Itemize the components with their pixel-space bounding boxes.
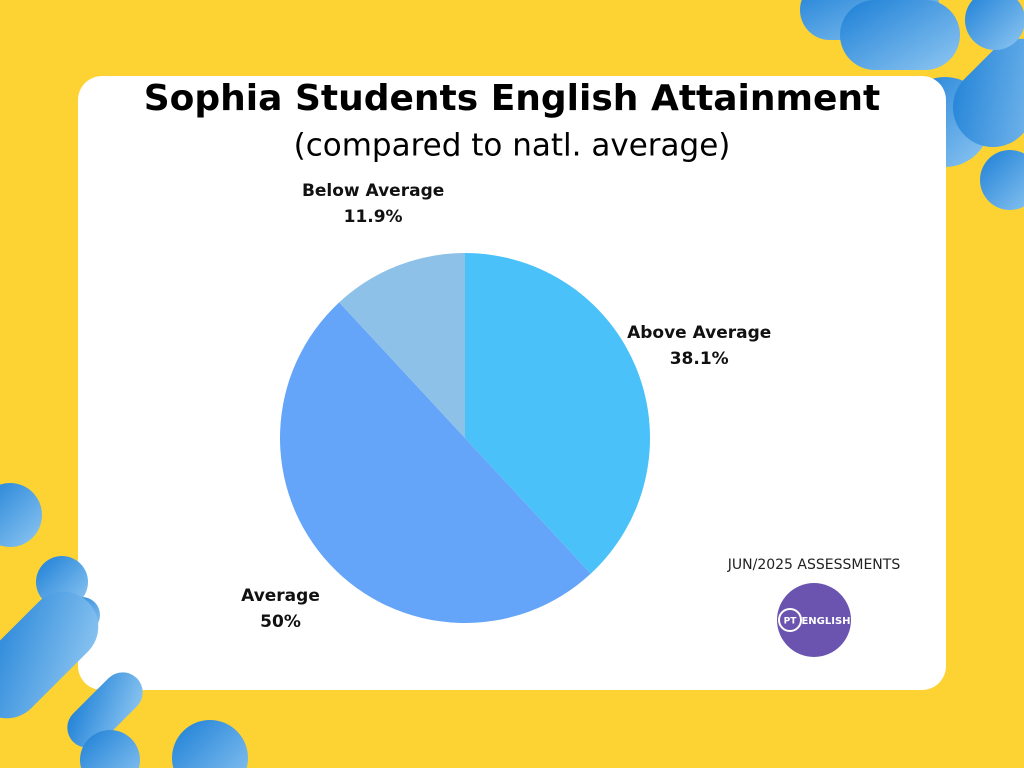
slice-value-label: 11.9% bbox=[344, 207, 403, 227]
slice-value-label: 50% bbox=[260, 612, 301, 632]
decoration-bottom-left bbox=[0, 483, 248, 768]
pie-slice bbox=[465, 253, 650, 574]
logo-ring bbox=[778, 608, 802, 632]
slice-label: Below Average bbox=[302, 181, 444, 201]
logo: PT ENGLISH bbox=[777, 583, 851, 657]
logo-circle bbox=[777, 583, 851, 657]
pie: Above Average 38.1% Average 50% Below Averag… bbox=[241, 181, 771, 632]
logo-right: ENGLISH bbox=[801, 616, 850, 627]
slice-label: Average bbox=[241, 586, 320, 606]
logo-left: PT bbox=[784, 617, 798, 627]
pie-slice bbox=[339, 253, 465, 438]
pie-slice bbox=[280, 302, 591, 624]
footer-note: JUN/2025 ASSESSMENTS bbox=[727, 557, 901, 573]
chart-title: Sophia Students English Attainment bbox=[144, 78, 881, 119]
slice-value-label: 38.1% bbox=[670, 349, 729, 369]
chart-subtitle: (compared to natl. average) bbox=[294, 128, 731, 164]
slice-label: Above Average bbox=[627, 323, 771, 343]
